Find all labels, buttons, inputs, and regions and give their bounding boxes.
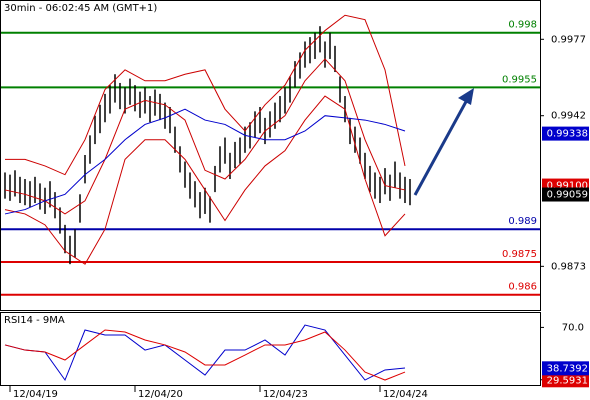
price-tag-label: 0.99338	[547, 129, 588, 140]
trend-arrow-head	[458, 88, 474, 105]
x-tick-label: 12/04/23	[263, 389, 308, 400]
y-tick-label: 0.9942	[551, 111, 586, 122]
level-label: 0.9955	[502, 74, 537, 85]
series-line	[4, 329, 406, 381]
x-tick-label: 12/04/19	[13, 389, 58, 400]
series-line	[4, 95, 406, 265]
series-line	[4, 324, 406, 382]
rsi-title: RSI14 - 9MA	[4, 315, 65, 326]
y-tick-label: 0.9977	[551, 34, 586, 45]
price-tag	[542, 361, 589, 376]
level-label: 0.9875	[502, 249, 537, 260]
level-label: 0.998	[508, 20, 537, 31]
series-line	[4, 108, 406, 215]
x-tick-label: 12/04/24	[383, 389, 428, 400]
rsi-frame	[0, 312, 541, 386]
price-tag-label: 0.99059	[547, 190, 588, 201]
price-tag-label: 38.7392	[547, 363, 588, 374]
series-line	[4, 58, 406, 215]
price-tag	[542, 373, 589, 388]
price-frame	[0, 0, 541, 311]
price-tag	[542, 187, 589, 202]
chart-title: 30min - 06:02:45 AM (GMT+1)	[4, 3, 157, 14]
y-tick-label: 70.0	[562, 322, 584, 333]
x-tick-label: 12/04/20	[138, 389, 183, 400]
price-tag	[542, 126, 589, 141]
price-tag-label: 29.5931	[547, 375, 588, 386]
trend-arrow	[413, 97, 470, 196]
series-line	[5, 14, 406, 176]
level-label: 0.989	[508, 216, 537, 227]
price-tag-label: 0.99100	[547, 181, 588, 192]
y-tick-label: 0.9873	[551, 261, 586, 272]
level-label: 0.986	[508, 282, 537, 293]
